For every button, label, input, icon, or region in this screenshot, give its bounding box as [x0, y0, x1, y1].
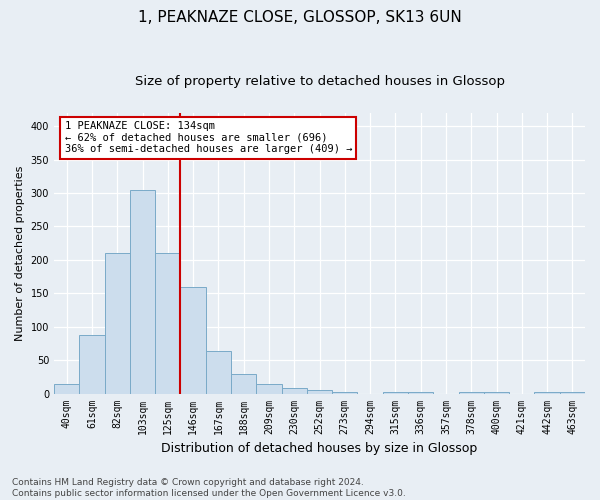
Title: Size of property relative to detached houses in Glossop: Size of property relative to detached ho…: [134, 75, 505, 88]
Bar: [104, 253, 130, 394]
Bar: [231, 374, 256, 394]
Bar: [281, 388, 307, 394]
Text: Contains HM Land Registry data © Crown copyright and database right 2024.
Contai: Contains HM Land Registry data © Crown c…: [12, 478, 406, 498]
Bar: [206, 352, 231, 394]
Bar: [130, 190, 155, 394]
Bar: [535, 392, 560, 394]
Bar: [181, 286, 206, 394]
Bar: [79, 334, 104, 394]
Bar: [408, 392, 433, 394]
Text: 1, PEAKNAZE CLOSE, GLOSSOP, SK13 6UN: 1, PEAKNAZE CLOSE, GLOSSOP, SK13 6UN: [138, 10, 462, 25]
Y-axis label: Number of detached properties: Number of detached properties: [15, 166, 25, 341]
Bar: [155, 253, 181, 394]
Bar: [332, 392, 358, 394]
Bar: [307, 390, 332, 394]
Text: 1 PEAKNAZE CLOSE: 134sqm
← 62% of detached houses are smaller (696)
36% of semi-: 1 PEAKNAZE CLOSE: 134sqm ← 62% of detach…: [65, 121, 352, 154]
Bar: [560, 392, 585, 394]
Bar: [256, 384, 281, 394]
Bar: [383, 392, 408, 394]
Bar: [54, 384, 79, 394]
Bar: [458, 392, 484, 394]
Bar: [484, 392, 509, 394]
X-axis label: Distribution of detached houses by size in Glossop: Distribution of detached houses by size …: [161, 442, 478, 455]
